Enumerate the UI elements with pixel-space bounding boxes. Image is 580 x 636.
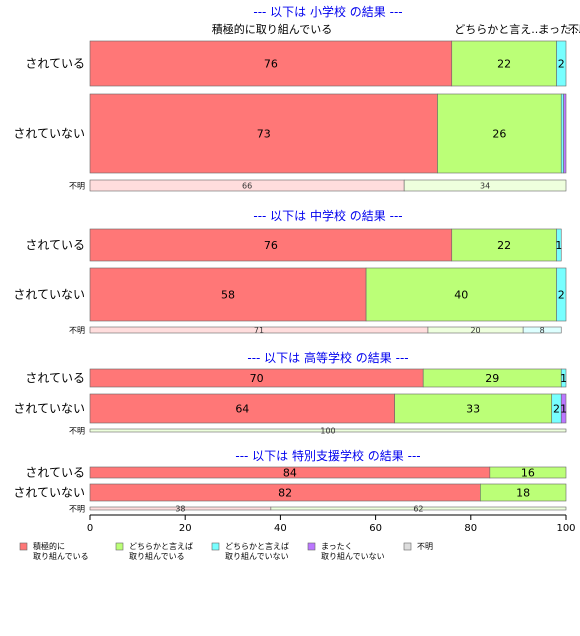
data-label: 34 [480, 182, 490, 191]
x-tick-label: 80 [464, 523, 477, 534]
bar-segment [556, 40, 567, 87]
legend-label: 積極的に [33, 541, 65, 551]
legend-label: 取り組んでいない [321, 551, 385, 561]
panel-title: --- 以下は 中学校 の結果 --- [253, 208, 402, 223]
data-label: 8 [540, 326, 545, 335]
column-header-label: 積極的に取り組んでいる [212, 22, 332, 36]
data-label: 64 [235, 403, 249, 416]
bar-segment [522, 326, 562, 334]
column-header-label: まった... [538, 23, 580, 36]
data-label: 22 [497, 58, 511, 71]
data-label: 70 [250, 372, 264, 385]
data-label: 18 [516, 487, 530, 500]
bar-segment [480, 483, 567, 502]
legend-label: どちらかと言えば [225, 541, 289, 551]
bar-segment [89, 93, 438, 174]
data-label: 1 [560, 372, 567, 385]
data-label: 66 [242, 182, 252, 191]
data-label: 1 [560, 403, 567, 416]
row-label: 不明 [69, 505, 85, 514]
panel-title: --- 以下は 特別支援学校 の結果 --- [235, 448, 420, 463]
data-label: 100 [320, 427, 335, 436]
x-tick-label: 40 [274, 523, 287, 534]
data-label: 58 [221, 289, 235, 302]
data-label: 16 [521, 467, 535, 480]
data-label: 20 [470, 326, 480, 335]
bar-segment [394, 393, 553, 424]
bar-segment [556, 267, 567, 322]
legend-swatch [211, 542, 220, 551]
data-label: 62 [413, 505, 423, 514]
row-label: されていない [13, 402, 85, 416]
bar-segment [451, 228, 557, 262]
data-label: 26 [492, 128, 506, 141]
row-label: されている [25, 466, 85, 480]
bar-segment [556, 228, 562, 262]
bar-segment [270, 506, 567, 511]
data-label: 71 [254, 326, 264, 335]
row-label: 不明 [69, 427, 85, 436]
legend-swatch [307, 542, 316, 551]
x-tick-label: 0 [87, 523, 93, 534]
legend-label: 取り組んでいる [129, 551, 185, 561]
data-label: 1 [555, 239, 562, 252]
bar-segment [403, 179, 567, 192]
bar-segment [89, 393, 395, 424]
legend-label: まったく [321, 542, 353, 551]
panel-title: --- 以下は 高等学校 の結果 --- [247, 350, 408, 365]
data-label: 38 [175, 505, 185, 514]
data-label: 22 [497, 239, 511, 252]
data-label: 76 [264, 58, 278, 71]
data-label: 76 [264, 239, 278, 252]
bar-segment [89, 428, 567, 433]
legend-label: 取り組んでいない [225, 551, 289, 561]
x-tick-label: 100 [556, 523, 575, 534]
bar-segment [560, 393, 567, 424]
bar-segment [563, 93, 567, 174]
bar-segment [560, 368, 567, 388]
data-label: 29 [485, 372, 499, 385]
row-label: されている [25, 57, 85, 71]
row-label: されていない [13, 486, 85, 500]
x-tick-label: 60 [369, 523, 382, 534]
bar-segment [451, 40, 557, 87]
bar-segment [489, 466, 567, 479]
bar-segment [365, 267, 557, 322]
data-label: 33 [466, 403, 480, 416]
data-label: 82 [278, 487, 292, 500]
column-header-label: 不明 [568, 23, 580, 36]
legend-swatch [115, 542, 124, 551]
bar-segment [437, 93, 562, 174]
bar-segment [89, 228, 453, 262]
data-label: 73 [257, 128, 271, 141]
data-label: 2 [553, 403, 560, 416]
legend-swatch [19, 542, 28, 551]
bar-segment [560, 93, 564, 174]
data-label: 40 [454, 289, 468, 302]
row-label: 不明 [69, 182, 85, 191]
row-label: されていない [13, 288, 85, 302]
legend-label: 取り組んでいる [33, 551, 89, 561]
legend-label: どちらかと言えば [129, 541, 193, 551]
row-label: されていない [13, 127, 85, 141]
legend-label: 不明 [417, 542, 433, 551]
row-label: されている [25, 371, 85, 385]
row-label: 不明 [69, 326, 85, 335]
data-label: 2 [558, 58, 565, 71]
row-label: されている [25, 238, 85, 252]
column-header-label: どちらかと言え... [454, 23, 542, 36]
data-label: 84 [283, 467, 297, 480]
legend-swatch [403, 542, 412, 551]
panel-title: --- 以下は 小学校 の結果 --- [253, 4, 402, 19]
x-tick-label: 20 [179, 523, 192, 534]
data-label: 2 [558, 289, 565, 302]
